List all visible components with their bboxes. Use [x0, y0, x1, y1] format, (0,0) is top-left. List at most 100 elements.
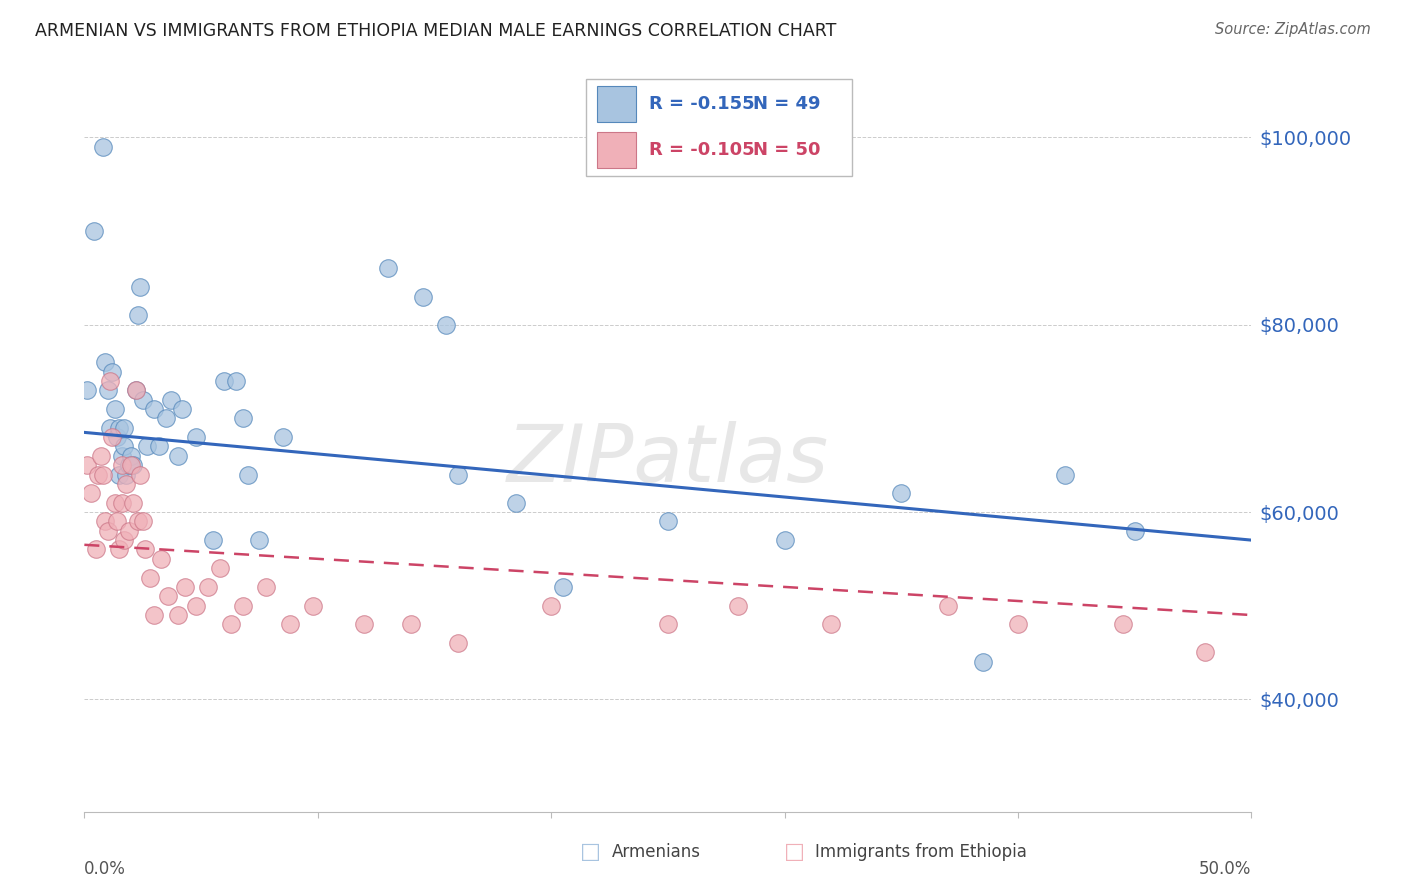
Point: [657, 617, 679, 632]
Point: [98, 421, 121, 435]
Point: [447, 636, 470, 650]
Point: [148, 440, 170, 454]
Point: [129, 280, 152, 294]
Point: [76, 384, 98, 398]
Point: [108, 467, 131, 482]
Point: [91, 467, 114, 482]
Point: [90, 449, 112, 463]
FancyBboxPatch shape: [598, 87, 636, 122]
Point: [105, 514, 128, 528]
Point: [97, 384, 120, 398]
Point: [132, 514, 155, 528]
Point: [125, 384, 148, 398]
Point: [201, 533, 224, 547]
Point: [143, 401, 166, 416]
Point: [232, 411, 254, 425]
Point: [221, 617, 243, 632]
Point: [94, 514, 117, 528]
Text: R = -0.155: R = -0.155: [650, 95, 755, 113]
Point: [111, 496, 134, 510]
Point: [115, 476, 138, 491]
Point: [125, 384, 148, 398]
Point: [112, 440, 135, 454]
Point: [972, 655, 994, 669]
Point: [172, 401, 194, 416]
Point: [108, 421, 131, 435]
Point: [1123, 524, 1146, 538]
Point: [890, 486, 912, 500]
Point: [94, 355, 117, 369]
Point: [214, 374, 236, 388]
Point: [773, 533, 796, 547]
Point: [101, 365, 124, 379]
Point: [120, 449, 142, 463]
Point: [225, 374, 247, 388]
Point: [122, 458, 145, 473]
Point: [136, 440, 159, 454]
Text: □: □: [581, 842, 600, 862]
Point: [138, 571, 160, 585]
FancyBboxPatch shape: [586, 78, 852, 177]
Point: [505, 496, 527, 510]
Point: [208, 561, 231, 575]
Point: [112, 421, 135, 435]
Point: [134, 542, 156, 557]
Point: [249, 533, 271, 547]
Point: [159, 392, 181, 407]
Point: [108, 542, 131, 557]
Point: [104, 496, 127, 510]
Point: [1007, 617, 1029, 632]
Point: [936, 599, 959, 613]
Point: [353, 617, 375, 632]
Point: [278, 617, 301, 632]
Text: Armenians: Armenians: [612, 843, 700, 861]
Point: [1112, 617, 1135, 632]
Point: [254, 580, 277, 594]
Point: [412, 289, 434, 303]
Point: [657, 514, 679, 528]
Point: [434, 318, 457, 332]
Point: [84, 542, 107, 557]
Point: [111, 458, 134, 473]
Point: [118, 524, 141, 538]
Point: [122, 496, 145, 510]
FancyBboxPatch shape: [598, 132, 636, 168]
Point: [727, 599, 749, 613]
Point: [820, 617, 842, 632]
Point: [232, 599, 254, 613]
Text: □: □: [785, 842, 804, 862]
Point: [91, 139, 114, 153]
Text: R = -0.105: R = -0.105: [650, 141, 755, 159]
Point: [118, 458, 141, 473]
Point: [302, 599, 325, 613]
Point: [105, 430, 128, 444]
Point: [127, 514, 149, 528]
Text: Immigrants from Ethiopia: Immigrants from Ethiopia: [815, 843, 1028, 861]
Point: [157, 590, 180, 604]
Point: [87, 467, 110, 482]
Y-axis label: Median Male Earnings: Median Male Earnings: [0, 346, 8, 528]
Point: [98, 374, 121, 388]
Point: [80, 486, 103, 500]
Point: [173, 580, 195, 594]
Point: [155, 411, 177, 425]
Point: [115, 467, 138, 482]
Point: [399, 617, 422, 632]
Point: [166, 449, 188, 463]
Point: [150, 551, 173, 566]
Text: 50.0%: 50.0%: [1199, 861, 1251, 879]
Point: [101, 430, 124, 444]
Text: ZIPatlas: ZIPatlas: [506, 420, 830, 499]
Point: [111, 449, 134, 463]
Point: [540, 599, 562, 613]
Point: [1194, 646, 1216, 660]
Point: [186, 430, 208, 444]
Point: [83, 224, 105, 238]
Point: [186, 599, 208, 613]
Point: [551, 580, 574, 594]
Text: Source: ZipAtlas.com: Source: ZipAtlas.com: [1215, 22, 1371, 37]
Point: [127, 309, 149, 323]
Text: N = 49: N = 49: [754, 95, 821, 113]
Text: N = 50: N = 50: [754, 141, 821, 159]
Text: ARMENIAN VS IMMIGRANTS FROM ETHIOPIA MEDIAN MALE EARNINGS CORRELATION CHART: ARMENIAN VS IMMIGRANTS FROM ETHIOPIA MED…: [35, 22, 837, 40]
